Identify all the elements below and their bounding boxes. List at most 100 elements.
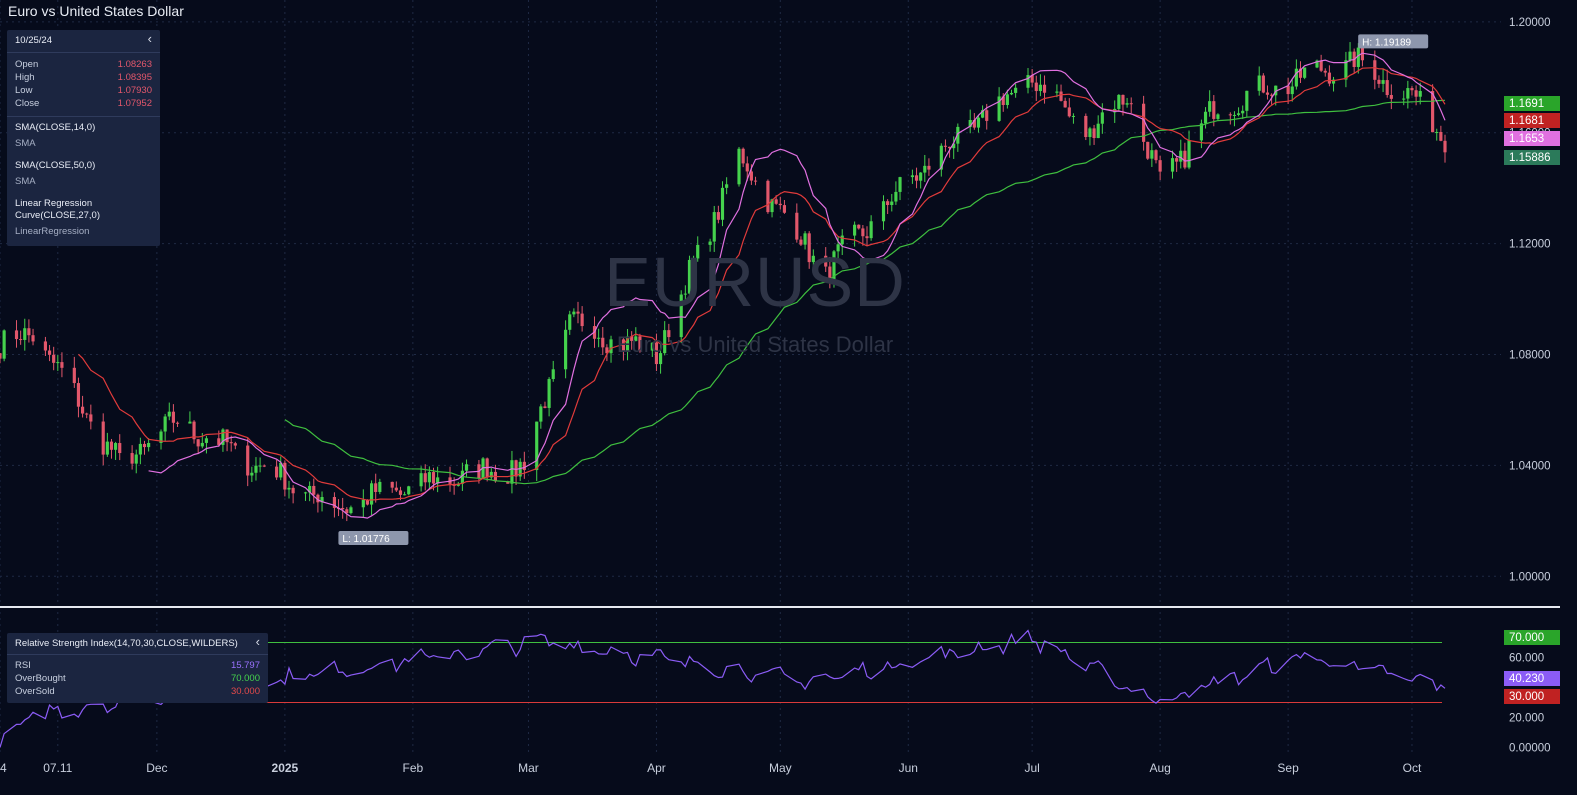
candle-body: [910, 175, 914, 178]
candle-body: [568, 314, 572, 330]
candle-body: [225, 429, 229, 443]
candle-body: [597, 337, 601, 339]
candle-body: [1146, 141, 1150, 159]
info-date: 10/25/24: [15, 35, 52, 46]
candle-body: [667, 330, 671, 338]
candle-body: [914, 175, 919, 181]
price-label-box: [1504, 131, 1560, 146]
candle-body: [861, 228, 865, 237]
label: OverBought: [15, 673, 66, 684]
candle-body: [919, 172, 923, 181]
candle-body: [1055, 91, 1059, 93]
candle-body: [898, 177, 902, 192]
candle-body: [1356, 47, 1360, 67]
value: 1.07930: [117, 85, 152, 96]
rsi-panel-title[interactable]: Relative Strength Index(14,70,30,CLOSE,W…: [15, 638, 238, 649]
candle-body: [522, 461, 526, 471]
price-label-text: 1.15886: [1509, 152, 1551, 164]
price-tick-label: 1.12000: [1509, 239, 1551, 251]
linreg-line: [148, 52, 1446, 519]
candle-body: [1236, 113, 1241, 115]
candle-body: [316, 494, 320, 503]
candle-body: [89, 414, 93, 422]
label: High: [15, 72, 35, 83]
price-label-text: 1.1691: [1509, 98, 1544, 110]
candle-body: [291, 487, 295, 494]
candle-body: [14, 330, 19, 340]
label: Low: [15, 85, 33, 96]
candle-body: [56, 362, 60, 364]
candle-body: [204, 438, 209, 443]
candle-body: [312, 485, 316, 495]
candle-body: [766, 180, 770, 213]
candle-body: [1402, 98, 1406, 100]
time-tick-label: Dec: [146, 761, 167, 775]
candle-body: [1228, 114, 1232, 116]
label: Close: [15, 98, 40, 109]
candle-body: [1298, 68, 1303, 78]
time-tick-label: Jun: [899, 761, 918, 775]
candle-body: [262, 465, 266, 467]
candle-body: [394, 487, 398, 491]
candle-body: [114, 443, 118, 450]
ohlc-open: Open 1.08263: [15, 58, 152, 71]
time-tick-label: Oct: [1403, 761, 1422, 775]
value: 70.000: [230, 673, 260, 684]
price-label-box: [1504, 96, 1560, 111]
candle-body: [869, 221, 873, 239]
collapse-icon[interactable]: ‹: [255, 634, 260, 649]
indicator-sma50-name[interactable]: SMA(CLOSE,50,0): [15, 160, 96, 171]
candle-body: [31, 335, 35, 342]
candle-body: [799, 239, 803, 245]
candle-body: [720, 187, 725, 220]
candle-body: [857, 224, 861, 229]
candle-body: [1005, 94, 1009, 106]
candle-body: [1063, 100, 1067, 108]
candle-body: [1435, 131, 1439, 133]
candle-body: [419, 473, 423, 487]
candle-body: [1038, 84, 1042, 92]
watermark-name: Euro vs United States Dollar: [616, 332, 894, 357]
candle-body: [650, 342, 654, 351]
candle-body: [663, 330, 667, 354]
candle-body: [279, 462, 283, 478]
price-tick-label: 1.04000: [1509, 460, 1551, 472]
annotation-box: [338, 531, 409, 546]
oversold-row: OverSold 30.000: [15, 685, 260, 698]
candle-body: [1208, 101, 1212, 112]
indicator-sma14-name[interactable]: SMA(CLOSE,14,0): [15, 122, 96, 133]
candle-body: [807, 233, 811, 263]
candle-body: [997, 96, 1001, 121]
candle-body: [601, 337, 605, 348]
candle-body: [345, 509, 349, 514]
candle-body: [1327, 72, 1331, 84]
indicator-linreg-name[interactable]: Linear Regression Curve(CLOSE,27,0): [15, 198, 101, 221]
candle-body: [1125, 103, 1129, 105]
candles: [0, 42, 1447, 522]
candle-body: [1092, 128, 1096, 139]
candle-body: [1331, 79, 1336, 84]
candle-body: [246, 445, 250, 476]
candle-body: [221, 429, 225, 445]
candle-body: [250, 472, 254, 476]
candle-body: [1009, 92, 1014, 95]
rsi-value-text: 30.000: [1509, 691, 1544, 703]
price-label-text: 1.1681: [1509, 115, 1544, 127]
candle-body: [1170, 158, 1175, 172]
candle-body: [369, 483, 374, 505]
candle-body: [605, 347, 609, 354]
candle-body: [956, 126, 960, 144]
candle-body: [770, 199, 774, 213]
candle-body: [696, 244, 700, 259]
value: 30.000: [230, 686, 260, 697]
candle-body: [943, 145, 948, 147]
candle-body: [543, 406, 547, 408]
candle-body: [939, 145, 943, 170]
time-tick-label: 24: [0, 761, 7, 775]
candle-body: [1183, 150, 1187, 168]
candle-body: [1286, 85, 1290, 95]
collapse-icon[interactable]: ‹: [147, 31, 152, 46]
candle-body: [1303, 67, 1307, 78]
overbought-row: OverBought 70.000: [15, 672, 260, 685]
